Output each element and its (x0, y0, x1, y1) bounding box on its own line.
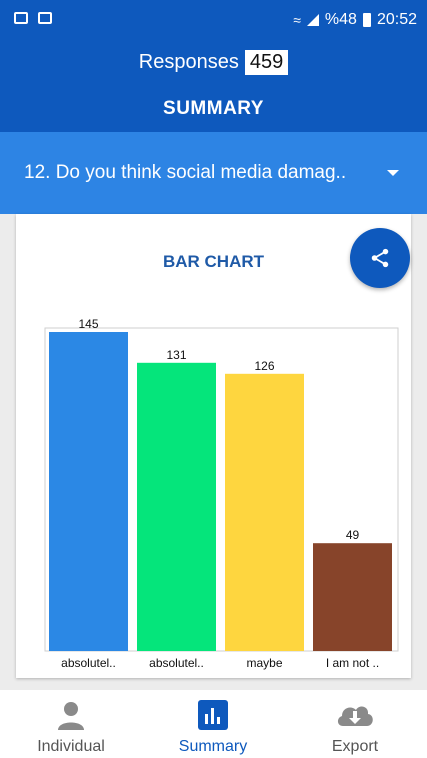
wifi-icon: ≈ (293, 12, 301, 28)
bottom-navigation: Individual Summary Export (0, 690, 427, 758)
chart-card: BAR CHART 145 absolutel.. 131 absolutel.. 12… (16, 214, 411, 678)
cloud-download-icon (337, 706, 373, 726)
battery-percent: %48 (324, 11, 357, 28)
bar-chart: 145 absolutel.. 131 absolutel.. 126 maybe 49 I … (44, 317, 399, 670)
app-header: Responses 459 SUMMARY (0, 40, 427, 132)
responses-count: 459 (244, 50, 289, 75)
plot-frame (44, 327, 399, 652)
responses-summary: Responses 459 (0, 50, 427, 75)
data-label-3: 49 (346, 528, 360, 542)
nav-summary[interactable]: Summary (142, 690, 284, 758)
nav-individual[interactable]: Individual (0, 690, 142, 758)
data-label-2: 126 (254, 359, 274, 373)
question-dropdown[interactable]: 12. Do you think social media damag.. (0, 132, 427, 214)
data-label-0: 145 (78, 317, 98, 331)
share-icon (371, 248, 389, 268)
responses-label: Responses (138, 51, 239, 73)
chevron-down-icon[interactable] (387, 170, 399, 176)
person-icon (58, 702, 84, 730)
video-icon (38, 12, 52, 24)
gallery-icon (14, 12, 28, 24)
category-label-1: absolutel.. (149, 656, 204, 670)
nav-label-summary: Summary (178, 738, 248, 755)
question-text: 12. Do you think social media damag.. (24, 162, 347, 183)
category-label-0: absolutel.. (61, 656, 116, 670)
share-button[interactable] (350, 228, 410, 288)
bar-chart-icon (198, 700, 228, 730)
signal-icon (306, 14, 319, 26)
battery-icon (362, 13, 371, 27)
category-label-2: maybe (246, 656, 282, 670)
data-label-1: 131 (166, 348, 186, 362)
bar-3 (313, 543, 392, 651)
nav-label-individual: Individual (37, 738, 105, 755)
nav-export[interactable]: Export (284, 690, 426, 758)
clock: 20:52 (376, 11, 417, 28)
status-bar: ≈ %48 20:52 (0, 0, 427, 40)
nav-label-export: Export (331, 738, 379, 755)
bar-2 (225, 373, 304, 651)
bar-1 (137, 362, 216, 651)
category-label-3: I am not .. (326, 656, 379, 670)
bar-0 (49, 332, 128, 651)
page-title: SUMMARY (163, 98, 264, 119)
chart-title: BAR CHART (162, 252, 265, 271)
